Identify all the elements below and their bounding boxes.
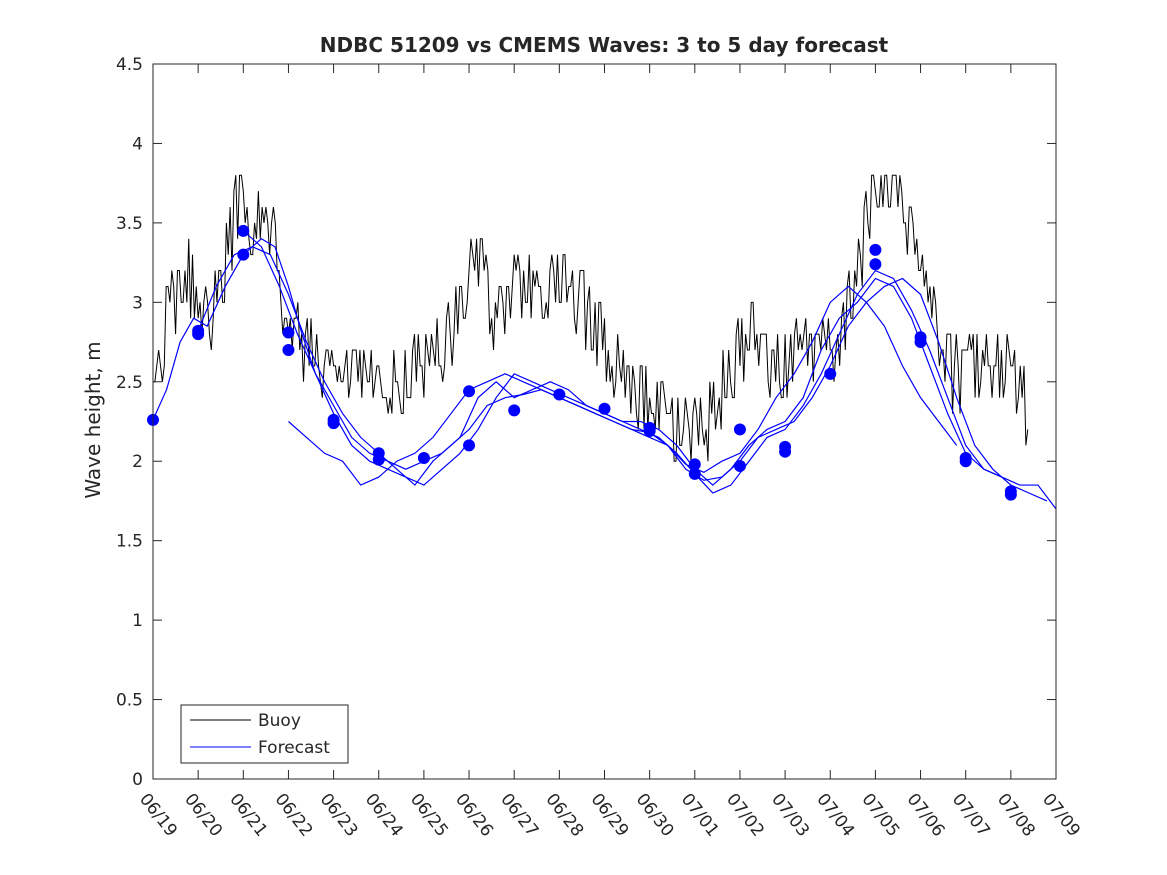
forecast-marker — [282, 326, 295, 339]
forecast-marker — [237, 224, 250, 237]
forecast-marker — [733, 423, 746, 436]
x-tick-label: 06/25 — [406, 790, 452, 841]
x-tick-label: 06/22 — [271, 790, 317, 841]
x-tick-label: 07/08 — [993, 790, 1039, 841]
y-tick-label: 4.5 — [116, 55, 143, 75]
x-tick-label: 07/09 — [1038, 790, 1084, 841]
forecast-run-line-1 — [152, 238, 1057, 510]
forecast-marker — [688, 467, 701, 480]
forecast-marker — [508, 404, 521, 417]
chart-title: NDBC 51209 vs CMEMS Waves: 3 to 5 day fo… — [320, 33, 889, 57]
forecast-marker — [463, 385, 476, 398]
x-tick-label: 06/27 — [496, 790, 542, 841]
y-tick-label: 1 — [132, 611, 143, 631]
forecast-marker — [417, 452, 430, 465]
y-tick-label: 3 — [132, 293, 143, 313]
x-tick-label: 07/06 — [903, 790, 949, 841]
y-tick-label: 1.5 — [116, 532, 143, 552]
legend-forecast-label: Forecast — [258, 738, 330, 758]
x-tick-label: 06/24 — [361, 790, 407, 841]
forecast-marker — [869, 243, 882, 256]
y-tick-label: 0 — [132, 770, 143, 790]
x-tick-label: 06/28 — [541, 790, 587, 841]
forecast-marker — [1004, 488, 1017, 501]
y-axis-label: Wave height, m — [81, 341, 105, 498]
x-tick-label: 06/26 — [451, 790, 497, 841]
forecast-marker — [869, 258, 882, 271]
forecast-marker — [779, 445, 792, 458]
forecast-marker — [282, 344, 295, 356]
x-tick-label: 07/01 — [677, 790, 723, 841]
forecast-run-line-4 — [288, 285, 958, 486]
legend-buoy-label: Buoy — [258, 711, 301, 731]
x-tick-label: 07/04 — [812, 790, 858, 841]
x-tick-label: 06/23 — [316, 790, 362, 841]
x-tick-label: 06/21 — [225, 790, 271, 841]
forecast-run-line-2 — [197, 246, 1048, 502]
y-tick-label: 4 — [132, 134, 143, 154]
plot-area — [147, 174, 1057, 510]
y-tick-label: 2 — [132, 452, 143, 472]
forecast-marker — [327, 417, 340, 430]
forecast-marker — [553, 388, 566, 401]
y-tick-label: 3.5 — [116, 214, 143, 234]
forecast-marker — [372, 453, 385, 466]
x-tick-label: 07/02 — [722, 790, 768, 841]
x-tick-label: 06/30 — [632, 790, 678, 841]
x-tick-label: 06/29 — [587, 790, 633, 841]
forecast-marker — [463, 439, 476, 452]
y-tick-label: 2.5 — [116, 373, 143, 393]
forecast-marker — [959, 455, 972, 468]
y-tick-label: 0.5 — [116, 691, 143, 711]
x-tick-label: 06/19 — [135, 790, 181, 841]
forecast-marker — [824, 367, 837, 380]
forecast-marker — [688, 458, 701, 471]
x-tick-label: 07/05 — [857, 790, 903, 841]
forecast-marker — [733, 459, 746, 472]
x-tick-label: 07/07 — [948, 790, 994, 841]
x-tick-label: 06/20 — [180, 790, 226, 841]
forecast-marker — [643, 425, 656, 438]
buoy-series-line — [153, 174, 1029, 462]
forecast-marker — [237, 248, 250, 261]
forecast-marker — [914, 336, 927, 349]
forecast-marker — [598, 402, 611, 415]
forecast-marker — [192, 328, 205, 341]
legend-box — [180, 704, 349, 764]
forecast-run-line-3 — [242, 230, 1003, 494]
legend: Buoy Forecast — [180, 704, 349, 764]
x-tick-label: 07/03 — [767, 790, 813, 841]
